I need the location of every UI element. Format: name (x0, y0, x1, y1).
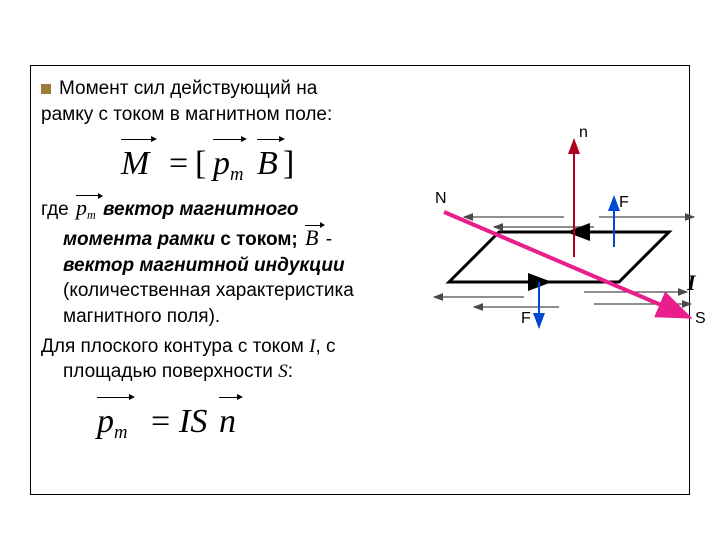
equation-pm: pm = IS n (97, 393, 317, 443)
bullet-icon (41, 84, 51, 94)
eq1-psub: m (230, 164, 244, 185)
pm-inline-arrow (76, 195, 98, 196)
def1a: вектор магнитного (103, 199, 298, 220)
dash: - (326, 229, 332, 250)
label-S: S (695, 310, 706, 328)
eq1-p: p (213, 145, 230, 182)
def1c: с током; (215, 229, 303, 250)
text-column: Момент сил действующий на рамку с током … (41, 76, 411, 451)
vec-arrow-B (257, 139, 279, 140)
para-where: где pm вектор магнитного момента рамки с… (41, 193, 411, 329)
diagram-svg (419, 122, 719, 372)
def2: вектор магнитной индукции (63, 255, 345, 276)
eq2-p: p (97, 403, 114, 440)
label-I: I (687, 270, 696, 296)
vec-arrow-pm (213, 139, 241, 140)
eq2-n: n (219, 399, 236, 445)
eq2-IS: IS (179, 399, 207, 445)
label-n: n (579, 124, 588, 142)
vec-arrow-pm2 (97, 397, 129, 398)
line5b: : (288, 361, 293, 382)
eq1-rb: ] (283, 141, 294, 187)
line1b: рамку с током в магнитном поле: (41, 104, 332, 125)
eq2-eq: = (151, 399, 170, 445)
line1a: Момент сил действующий на (59, 78, 317, 99)
line4a: Для плоского контура с током (41, 336, 309, 357)
label-N: N (435, 190, 447, 208)
def3a: (количественная характеристика (63, 280, 354, 301)
eq1-lb: [ (195, 141, 206, 187)
slide-frame: Момент сил действующий на рамку с током … (30, 65, 690, 495)
rotation-axis (444, 212, 689, 317)
def1b: момента рамки (63, 229, 215, 250)
def3b: магнитного поля). (63, 306, 220, 327)
label-F-down: F (521, 310, 531, 328)
line4b: , с (315, 336, 335, 357)
current-loop-diagram: n N F F I S (419, 122, 719, 372)
pm-inline-sub: m (87, 208, 96, 222)
para-flat: Для плоского контура с током I, с площад… (41, 334, 411, 385)
eq1-eq: = (169, 141, 188, 187)
label-F-up: F (619, 194, 629, 212)
vec-arrow-n (219, 397, 237, 398)
where: где (41, 199, 69, 220)
para-1: Момент сил действующий на рамку с током … (41, 76, 411, 127)
vec-arrow-M (121, 139, 151, 140)
line5-S: S (278, 361, 288, 382)
current-loop (449, 232, 669, 282)
B-inline-arrow (305, 225, 320, 226)
B-inline: B (305, 225, 318, 250)
line5a: площадью поверхности (63, 361, 278, 382)
eq1-M: M (121, 141, 149, 187)
eq1-B: B (257, 141, 278, 187)
equation-moment: M = [ pm B ] (121, 135, 341, 185)
pm-inline-p: p (76, 195, 87, 220)
eq2-psub: m (114, 422, 128, 443)
